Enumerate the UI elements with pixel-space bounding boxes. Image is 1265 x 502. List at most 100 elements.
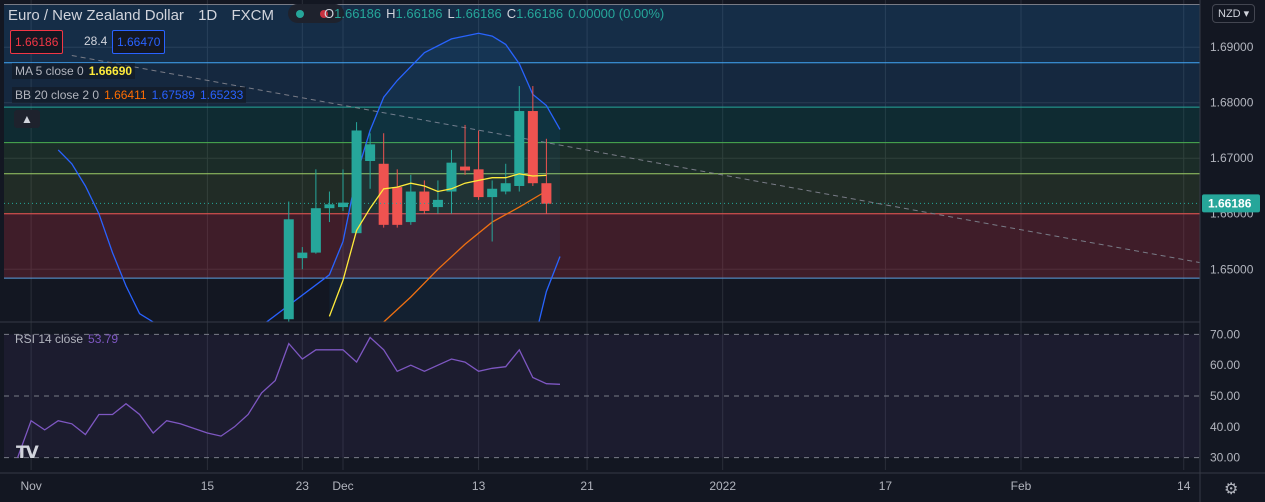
fib-zone-fill [4, 142, 1200, 174]
ohlc-key: C [506, 6, 517, 21]
ohlc-value: 0.00000 (0.00%) [568, 6, 665, 21]
rsi-tick-label: 70.00 [1210, 327, 1240, 341]
time-tick-label: 21 [580, 479, 594, 493]
rsi-tick-label: 40.00 [1210, 420, 1240, 434]
price-axis-bg [1200, 0, 1265, 502]
time-tick-label: 2022 [709, 479, 736, 493]
bb-legend[interactable]: BB 20 close 2 0 1.66411 1.67589 1.65233 [12, 87, 247, 103]
ma-label: MA 5 close 0 [15, 64, 84, 78]
price-tick-label: 1.69000 [1210, 40, 1254, 54]
rsi-legend[interactable]: RSI 14 close 53.79 [12, 331, 121, 347]
rsi-label: RSI 14 close [15, 332, 84, 346]
time-tick-label: 17 [879, 479, 893, 493]
bb-basis-line [383, 190, 547, 322]
candle-body [419, 191, 430, 211]
spread-label: 28.4 [84, 34, 108, 48]
price-tick-label: 1.65000 [1210, 262, 1254, 276]
symbol-header[interactable]: Euro / New Zealand Dollar 1D FXCM [8, 4, 354, 24]
candle-body [338, 202, 348, 208]
ohlc-key: O [324, 6, 335, 21]
sell-button[interactable]: 1.66186 [10, 30, 64, 54]
rsi-tick-label: 60.00 [1210, 358, 1240, 372]
time-tick-label: Dec [332, 479, 353, 493]
ohlc-value: 1.66186 [454, 6, 502, 21]
rsi-tick-label: 30.00 [1210, 451, 1240, 465]
rsi-value: 53.79 [88, 332, 119, 346]
data-status-icon [320, 10, 329, 18]
fib-zone-fill [4, 213, 1200, 279]
settings-gear-icon[interactable]: ⚙ [1224, 481, 1239, 498]
chevron-down-icon: ▾ [1243, 8, 1250, 20]
last-price-label: 1.66186 [1208, 196, 1252, 210]
candle-body [324, 204, 335, 209]
bb-lower-line [538, 256, 561, 322]
candle-body [541, 183, 552, 204]
currency-label: NZD [1218, 8, 1241, 20]
time-tick-label: 15 [201, 479, 215, 493]
candle-body [460, 166, 471, 171]
bb-lower-value: 1.65233 [199, 88, 244, 102]
status-dots [288, 4, 345, 23]
ohlc-key: H [386, 6, 396, 21]
time-axis-bg [0, 473, 1200, 502]
rsi-line [16, 336, 561, 458]
candlestick-series [283, 86, 552, 322]
candle-body [283, 219, 294, 320]
time-tick-label: 13 [472, 479, 486, 493]
ma-legend[interactable]: MA 5 close 0 1.66690 [12, 63, 136, 79]
candle-body [500, 183, 511, 192]
rsi-pane [4, 333, 1200, 459]
candle-body [527, 111, 538, 184]
bb-label: BB 20 close 2 0 [15, 88, 100, 102]
bollinger-bands [57, 32, 561, 322]
time-tick-label: 14 [1177, 479, 1191, 493]
candle-body [392, 187, 403, 225]
ma-value: 1.66690 [88, 64, 133, 78]
candle-body [310, 208, 321, 253]
ohlc-value: 1.66186 [395, 6, 443, 21]
tradingview-logo-icon[interactable]: TV [16, 443, 39, 463]
bb-basis-value: 1.66411 [104, 88, 147, 102]
time-tick-label: 23 [296, 479, 310, 493]
candle-body [487, 188, 498, 198]
price-tick-label: 1.68000 [1210, 96, 1254, 110]
ohlc-legend: O1.66186 H1.66186 L1.66186 C1.66186 0.00000 … [324, 6, 669, 21]
candle-body [297, 252, 308, 259]
fib-zone-fill [4, 4, 1200, 63]
fibonacci-retracement[interactable] [4, 3, 1200, 279]
symbol-name[interactable]: Euro / New Zealand Dollar [8, 7, 184, 24]
dashed-trend-line [71, 55, 1200, 264]
candle-body [432, 199, 443, 208]
bb-band-fill [329, 33, 560, 322]
candle-body [378, 163, 389, 225]
buy-button[interactable]: 1.66470 [112, 30, 166, 54]
candle-body [405, 191, 416, 223]
last-price-tag [1202, 194, 1260, 213]
ohlc-key: L [447, 6, 455, 21]
currency-select[interactable]: NZD ▾ [1212, 4, 1256, 23]
bb-upper-value: 1.67589 [151, 88, 195, 102]
exchange-label: FXCM [231, 7, 274, 24]
fib-zone-fill [4, 173, 1200, 214]
price-tick-label: 1.67000 [1210, 151, 1254, 165]
time-tick-label: Feb [1011, 479, 1032, 493]
moving-average-line [328, 173, 547, 317]
ohlc-value: 1.66186 [516, 6, 564, 21]
collapse-legend-button[interactable]: ▲ [14, 110, 40, 128]
ma5-line [328, 173, 547, 317]
candle-body [473, 169, 484, 198]
bb-upper-line [57, 32, 561, 322]
interval-label[interactable]: 1D [198, 7, 218, 24]
candle-body [351, 130, 362, 234]
candle-body [365, 144, 376, 161]
fib-zone-fill [4, 107, 1200, 143]
candle-body [514, 111, 525, 186]
rsi-band-fill [4, 334, 1200, 458]
time-tick-label: Nov [20, 479, 41, 493]
ohlc-value: 1.66186 [334, 6, 382, 21]
market-status-icon [296, 10, 305, 18]
chevron-up-icon: ▲ [21, 112, 33, 126]
trend-line[interactable] [71, 55, 1252, 273]
